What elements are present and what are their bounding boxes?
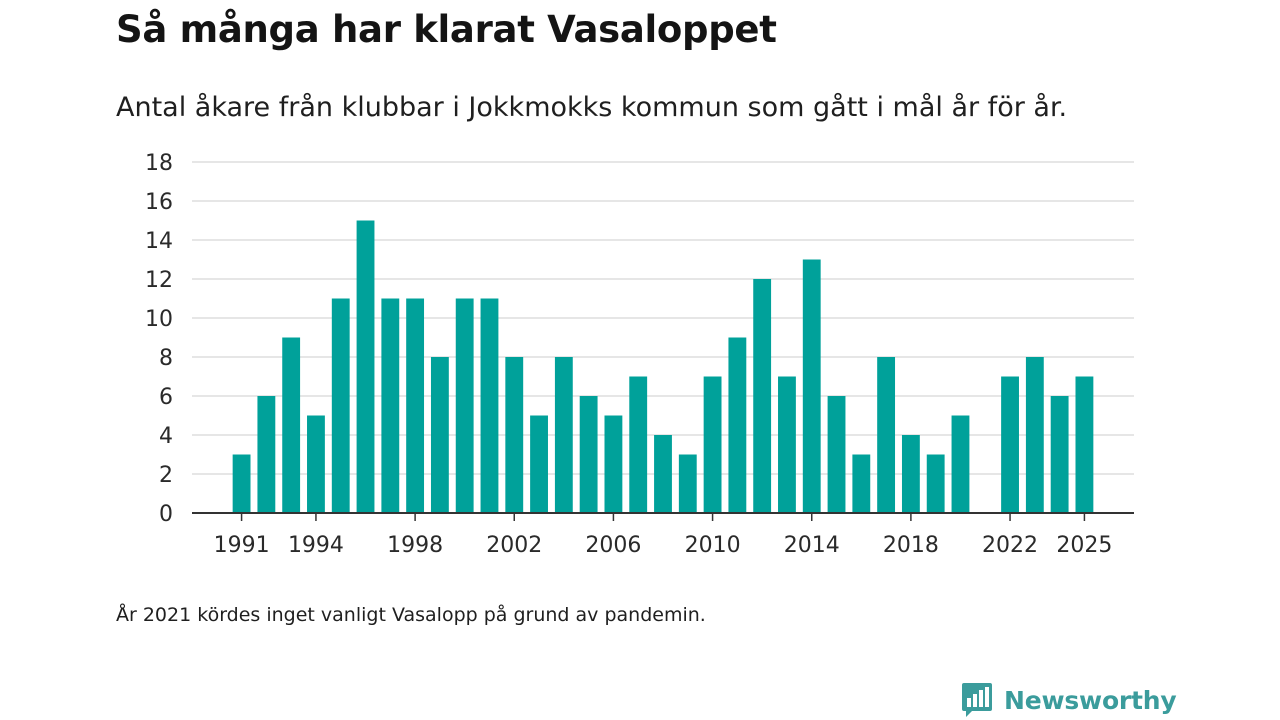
- y-tick-label-14: 14: [145, 229, 173, 254]
- x-tick-label-1991: 1991: [214, 533, 270, 558]
- bar-2015: [827, 396, 846, 513]
- bar-2006: [604, 415, 623, 513]
- bar-2011: [728, 337, 747, 513]
- bar-2005: [579, 396, 598, 513]
- bar-2013: [778, 376, 796, 513]
- y-tick-label-4: 4: [159, 424, 173, 449]
- y-tick-label-16: 16: [145, 190, 173, 215]
- bar-2017: [877, 357, 896, 513]
- bar-1991: [232, 454, 251, 513]
- bar-1992: [257, 396, 276, 513]
- bar-1994: [307, 415, 325, 513]
- bar-2003: [530, 415, 548, 513]
- x-tick-label-2006: 2006: [585, 533, 641, 558]
- bar-2001: [480, 298, 499, 513]
- brand-name: Newsworthy: [1004, 685, 1177, 715]
- bar-2008: [654, 435, 672, 513]
- x-tick-label-2010: 2010: [685, 533, 741, 558]
- y-tick-label-12: 12: [145, 268, 173, 293]
- x-tick-label-1994: 1994: [288, 533, 344, 558]
- bar-1999: [430, 357, 449, 513]
- x-tick-label-1998: 1998: [387, 533, 443, 558]
- bar-2000: [455, 298, 474, 513]
- bar-1993: [282, 337, 301, 513]
- chart-subtitle: Antal åkare från klubbar i Jokkmokks kom…: [116, 92, 1068, 123]
- bar-2010: [703, 376, 722, 513]
- y-tick-label-8: 8: [159, 346, 173, 371]
- x-tick-label-2025: 2025: [1056, 533, 1112, 558]
- brand-logo: Newsworthy: [960, 680, 1177, 720]
- newsworthy-chart-icon: [962, 683, 992, 717]
- bar-2025: [1075, 376, 1094, 513]
- bar-2024: [1050, 396, 1069, 513]
- y-tick-label-0: 0: [159, 502, 173, 527]
- x-tick-label-2014: 2014: [784, 533, 840, 558]
- y-tick-label-18: 18: [145, 151, 173, 176]
- bar-2022: [1001, 376, 1019, 513]
- bar-2004: [554, 357, 573, 513]
- bar-2002: [505, 357, 524, 513]
- chart-title: Så många har klarat Vasaloppet: [116, 8, 777, 51]
- bar-2012: [753, 279, 772, 513]
- bar-chart: 0 2 4 6 8 10 12 14 16 18 1991 1994 1998 2002 2006 2010 2…: [145, 151, 1134, 558]
- bar-1996: [356, 220, 375, 513]
- x-tick-label-2022: 2022: [982, 533, 1038, 558]
- bar-2020: [951, 415, 970, 513]
- x-tick-label-2002: 2002: [486, 533, 542, 558]
- bar-1997: [381, 298, 400, 513]
- bar-2023: [1025, 357, 1044, 513]
- bar-2007: [629, 376, 648, 513]
- bar-2016: [852, 454, 871, 513]
- footnote: År 2021 kördes inget vanligt Vasalopp på…: [116, 604, 706, 626]
- axes: 0 2 4 6 8 10 12 14 16 18 1991 1994 1998 2002 2006 2010 2…: [145, 151, 1134, 558]
- bar-1998: [406, 298, 425, 513]
- bar-2018: [901, 435, 920, 513]
- bar-1995: [331, 298, 350, 513]
- y-tick-label-2: 2: [159, 463, 173, 488]
- bars: [232, 220, 1094, 513]
- y-tick-label-6: 6: [159, 385, 173, 410]
- bar-2009: [678, 454, 697, 513]
- y-tick-label-10: 10: [145, 307, 173, 332]
- bar-2019: [926, 454, 945, 513]
- x-tick-label-2018: 2018: [883, 533, 939, 558]
- bar-2014: [802, 259, 821, 513]
